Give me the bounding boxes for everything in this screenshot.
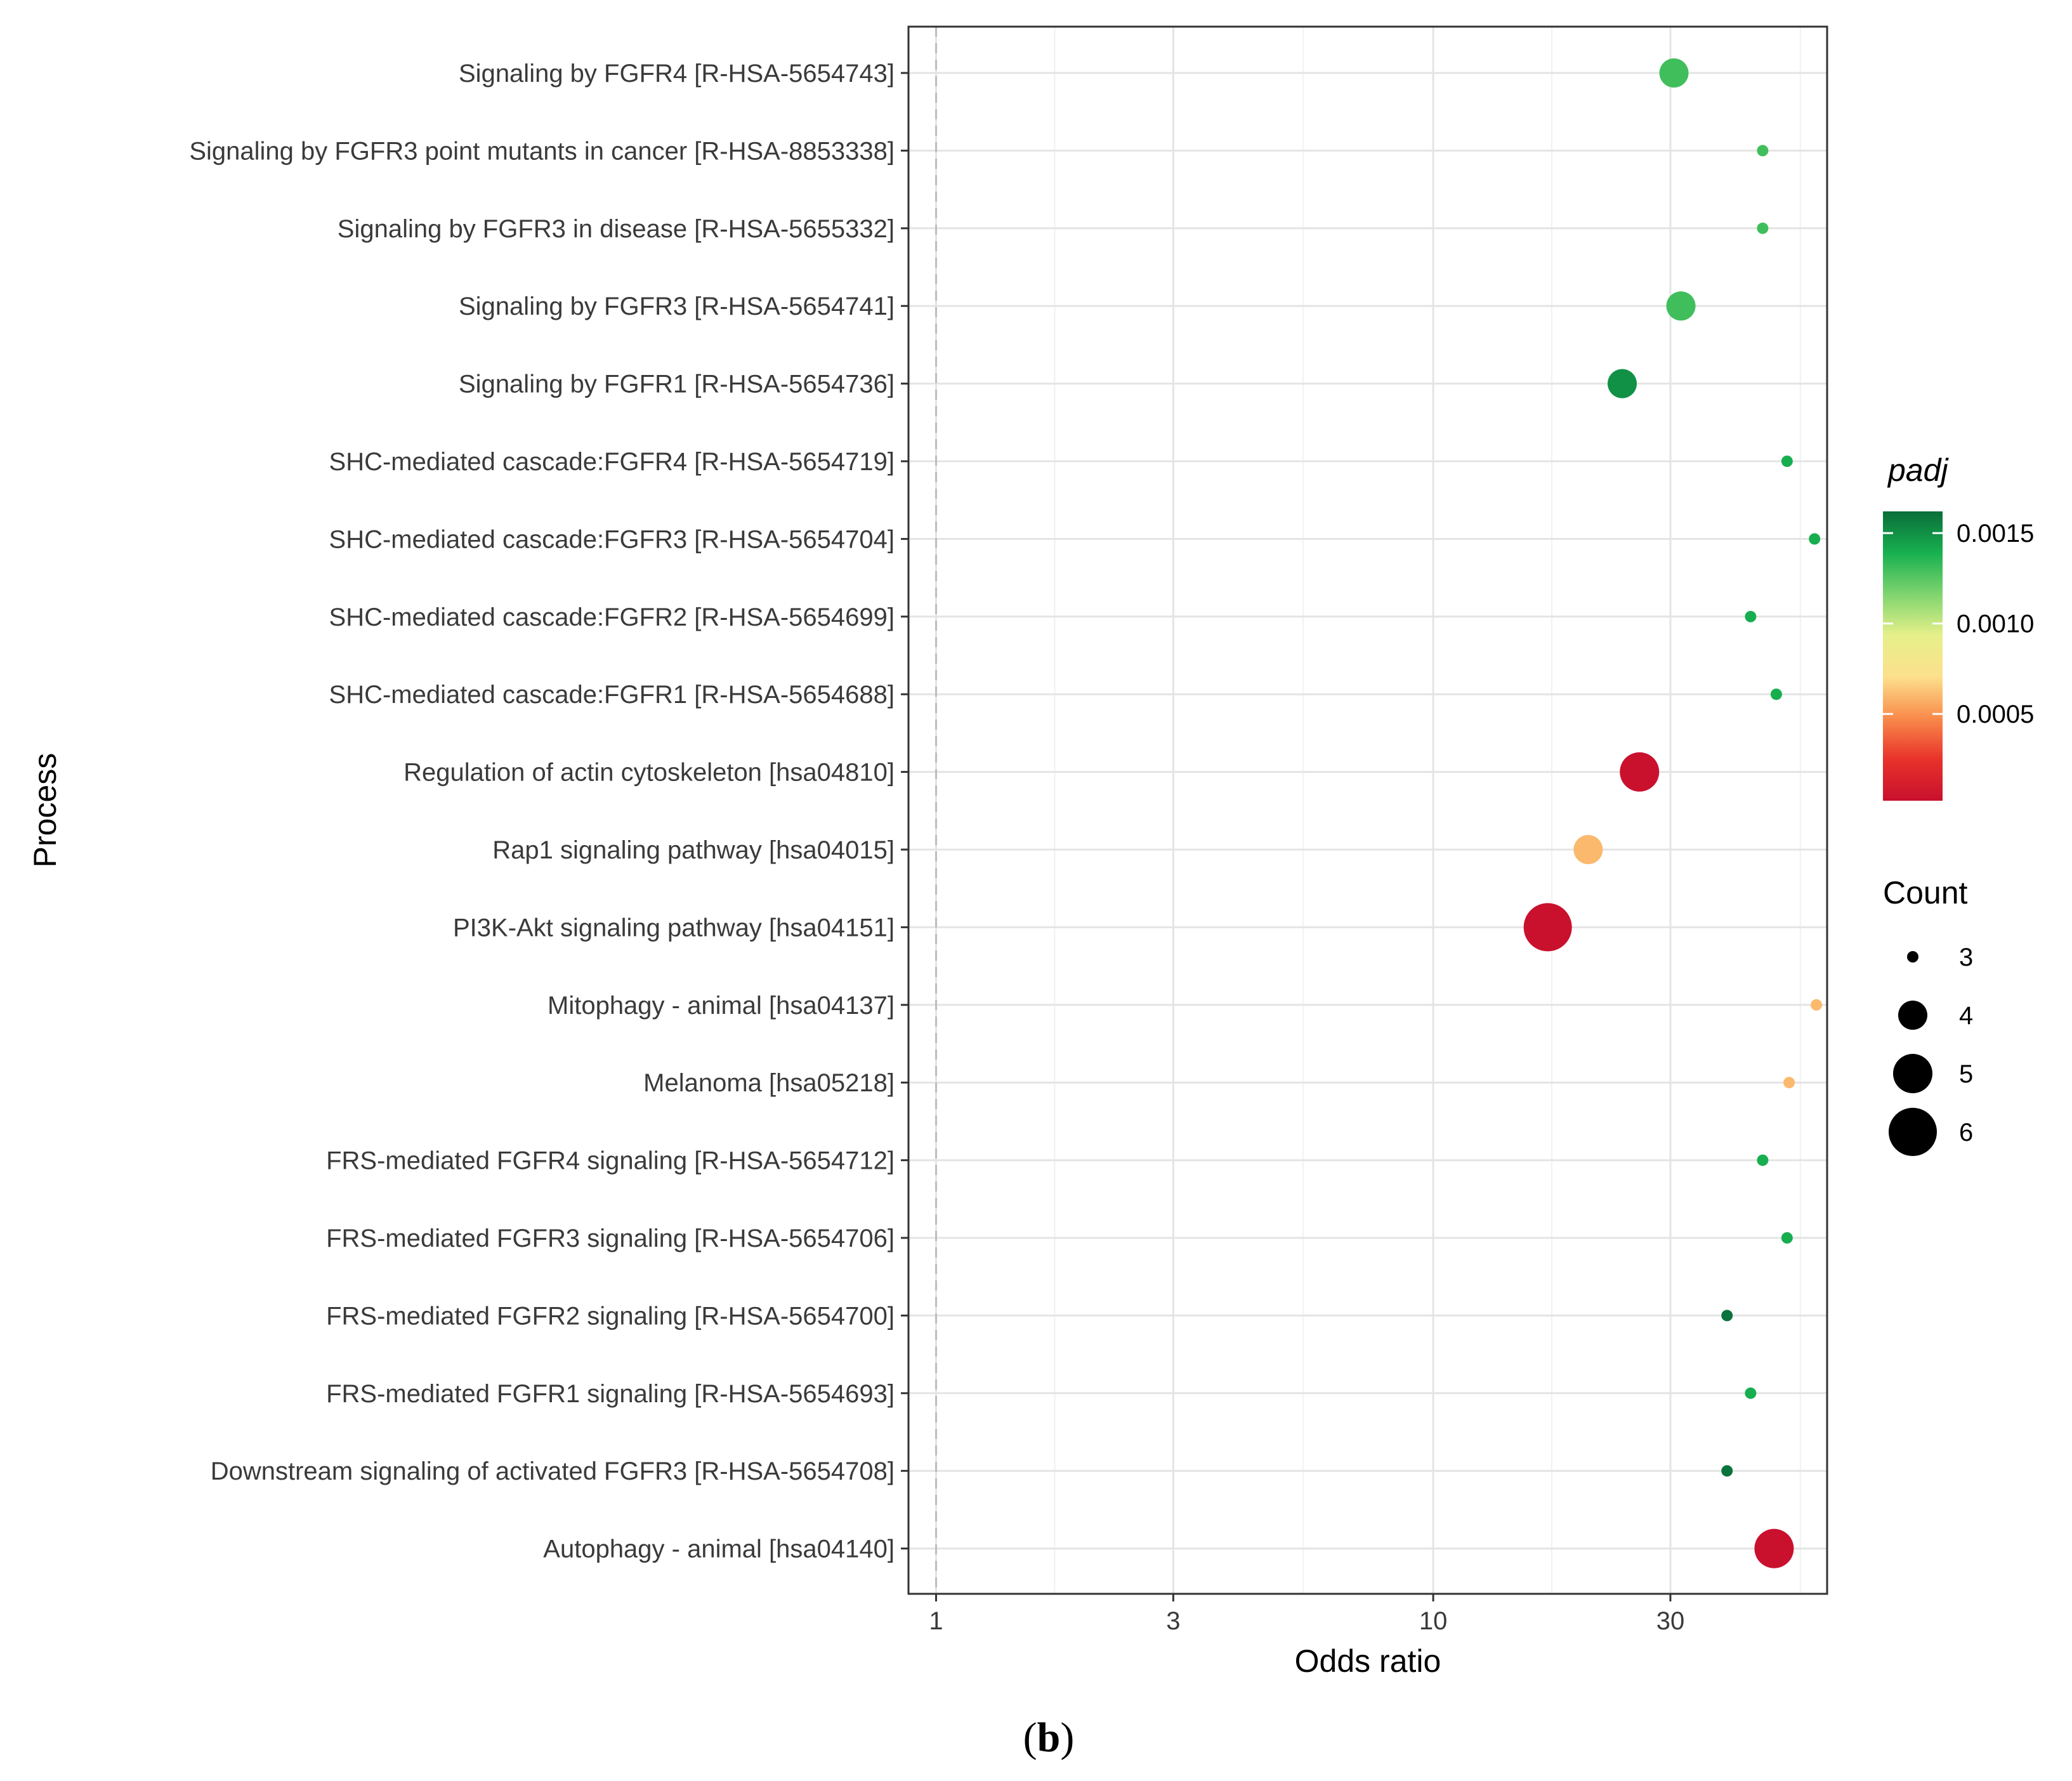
data-point (1523, 903, 1572, 952)
count-legend-label: 3 (1959, 943, 1973, 971)
count-legend-label: 6 (1959, 1119, 1973, 1147)
colorbar-tick-label: 0.0010 (1957, 610, 2034, 638)
data-point (1721, 1465, 1733, 1477)
plot-border (907, 25, 1828, 1595)
padj-legend-title: padj (1887, 452, 1949, 488)
x-axis: 1 3 10 30 (929, 1594, 1684, 1635)
data-point (1608, 369, 1637, 398)
x-axis-title: Odds ratio (1295, 1643, 1441, 1679)
y-tick-label: Autophagy - animal [hsa04140] (543, 1535, 895, 1563)
y-tick-label: Downstream signaling of activated FGFR3 … (211, 1457, 895, 1485)
plot-panel (908, 27, 1827, 1594)
caption-close-paren: ) (1060, 1714, 1074, 1761)
colorbar-tick-label: 0.0005 (1957, 700, 2034, 728)
y-tick-label: Signaling by FGFR1 [R-HSA-5654736] (459, 371, 895, 398)
data-point (1745, 1387, 1757, 1399)
y-tick-label: FRS-mediated FGFR2 signaling [R-HSA-5654… (326, 1302, 895, 1330)
data-point (1757, 1154, 1769, 1166)
count-legend-key (1893, 1054, 1932, 1093)
y-tick-label: FRS-mediated FGFR3 signaling [R-HSA-5654… (326, 1225, 895, 1252)
y-tick-label: Melanoma [hsa05218] (643, 1069, 895, 1097)
y-tick-label: Regulation of actin cytoskeleton [hsa048… (403, 759, 895, 787)
y-tick-label: FRS-mediated FGFR4 signaling [R-HSA-5654… (326, 1147, 895, 1175)
data-point (1757, 145, 1769, 157)
data-point (1754, 1528, 1794, 1568)
count-legend-key (1898, 1001, 1927, 1030)
padj-colorbar (1883, 511, 1943, 801)
count-legend: Count 3 4 5 6 (1883, 875, 1973, 1156)
y-tick-label: SHC-mediated cascade:FGFR3 [R-HSA-565470… (329, 525, 895, 553)
y-tick-label: SHC-mediated cascade:FGFR1 [R-HSA-565468… (329, 681, 895, 709)
count-legend-title: Count (1883, 875, 1968, 910)
count-legend-label: 4 (1959, 1002, 1973, 1030)
caption-letter: b (1037, 1714, 1061, 1761)
x-tick-label: 10 (1419, 1607, 1448, 1635)
data-point (1811, 999, 1823, 1011)
x-tick-label: 3 (1166, 1607, 1180, 1635)
data-point (1757, 222, 1769, 234)
data-point (1620, 752, 1660, 792)
data-point (1770, 688, 1782, 700)
y-tick-label: Signaling by FGFR3 in disease [R-HSA-565… (338, 215, 895, 243)
y-tick-label: SHC-mediated cascade:FGFR4 [R-HSA-565471… (329, 448, 895, 476)
count-legend-label: 5 (1959, 1060, 1973, 1088)
y-tick-label: FRS-mediated FGFR1 signaling [R-HSA-5654… (326, 1380, 895, 1408)
y-tick-label: Rap1 signaling pathway [hsa04015] (492, 836, 895, 864)
data-point (1783, 1077, 1795, 1089)
y-axis: Signaling by FGFR4 [R-HSA-5654743] Signal… (189, 60, 908, 1563)
padj-legend: padj 0.0015 0.0010 0.0005 (1883, 452, 2034, 801)
y-tick-label: SHC-mediated cascade:FGFR2 [R-HSA-565469… (329, 603, 895, 631)
grid-lines (908, 27, 1827, 1594)
y-tick-label: PI3K-Akt signaling pathway [hsa04151] (453, 914, 895, 942)
y-tick-label: Signaling by FGFR3 [R-HSA-5654741] (459, 292, 895, 320)
figure-caption: (b) (1023, 1714, 1075, 1761)
data-point (1745, 610, 1757, 622)
y-tick-label: Mitophagy - animal [hsa04137] (548, 992, 895, 1020)
x-tick-label: 30 (1656, 1607, 1685, 1635)
data-point (1659, 58, 1689, 88)
count-legend-key (1889, 1108, 1937, 1156)
data-point (1573, 835, 1603, 864)
y-tick-label: Signaling by FGFR3 point mutants in canc… (189, 137, 895, 165)
data-point (1781, 1232, 1793, 1244)
data-point (1721, 1310, 1733, 1322)
data-point (1666, 291, 1696, 321)
padj-colorbar-ticks: 0.0015 0.0010 0.0005 (1883, 520, 2034, 728)
count-legend-key (1907, 951, 1918, 963)
x-tick-label: 1 (929, 1607, 943, 1635)
data-point (1809, 533, 1821, 545)
colorbar-tick-label: 0.0015 (1957, 520, 2034, 548)
y-tick-label: Signaling by FGFR4 [R-HSA-5654743] (459, 60, 895, 88)
y-axis-title: Process (27, 753, 63, 868)
caption-open-paren: ( (1023, 1714, 1037, 1761)
data-points (1523, 58, 1823, 1568)
data-point (1781, 456, 1793, 467)
